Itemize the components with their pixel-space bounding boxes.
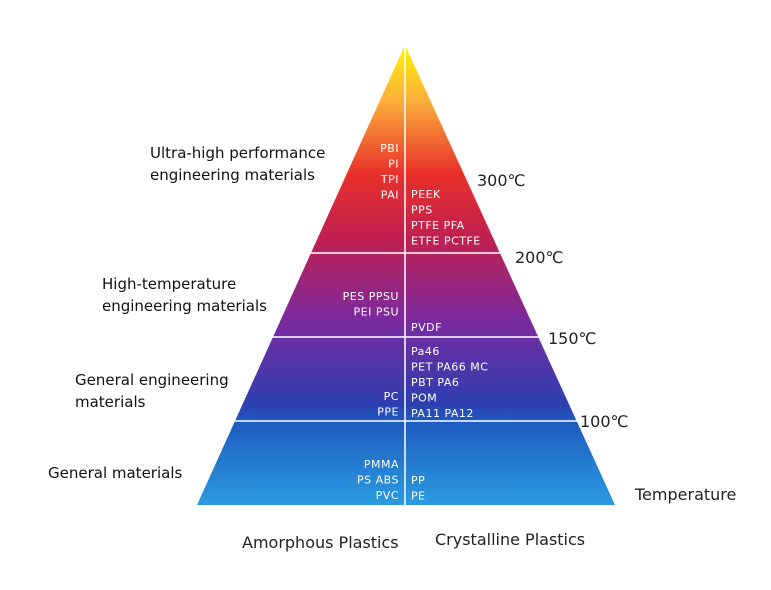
tier-label: materials — [75, 393, 146, 411]
amorphous-material: PMMA — [364, 458, 399, 471]
crystalline-material: PET PA66 MC — [411, 361, 488, 374]
tier-label: General engineering — [75, 371, 229, 389]
axis-label: Crystalline Plastics — [435, 530, 585, 549]
amorphous-material: PI — [388, 158, 399, 171]
crystalline-material: PVDF — [411, 321, 442, 334]
temperature-label: 300℃ — [477, 171, 526, 190]
amorphous-material: PS ABS — [357, 474, 399, 487]
crystalline-material: PP — [411, 474, 425, 487]
tier-label: Ultra-high performance — [150, 144, 325, 162]
temperature-label: 100℃ — [580, 412, 629, 431]
tier-label: engineering materials — [150, 166, 315, 184]
temperature-label: 200℃ — [515, 248, 564, 267]
crystalline-material: PTFE PFA — [411, 219, 465, 232]
amorphous-material: TPI — [380, 173, 399, 186]
amorphous-material: PAI — [381, 189, 399, 202]
crystalline-material: PE — [411, 490, 426, 503]
amorphous-material: PPE — [377, 406, 399, 419]
amorphous-material: PC — [384, 390, 399, 403]
crystalline-material: PA11 PA12 — [411, 407, 474, 420]
crystalline-material: ETFE PCTFE — [411, 235, 481, 248]
tier-label: High-temperature — [102, 275, 236, 293]
crystalline-material: PEEK — [411, 188, 441, 201]
crystalline-material: PBT PA6 — [411, 376, 459, 389]
amorphous-material: PEI PSU — [354, 306, 400, 319]
crystalline-material: Pa46 — [411, 345, 440, 358]
tier-label: General materials — [48, 464, 182, 482]
axis-label: Temperature — [634, 485, 736, 504]
pyramid — [197, 45, 615, 505]
tier-label: engineering materials — [102, 297, 267, 315]
crystalline-material: POM — [411, 392, 437, 405]
amorphous-material: PES PPSU — [343, 290, 399, 303]
crystalline-material: PPS — [411, 204, 433, 217]
amorphous-material: PBI — [380, 142, 399, 155]
axis-label: Amorphous Plastics — [242, 533, 399, 552]
temperature-label: 150℃ — [548, 329, 597, 348]
amorphous-material: PVC — [376, 489, 399, 502]
